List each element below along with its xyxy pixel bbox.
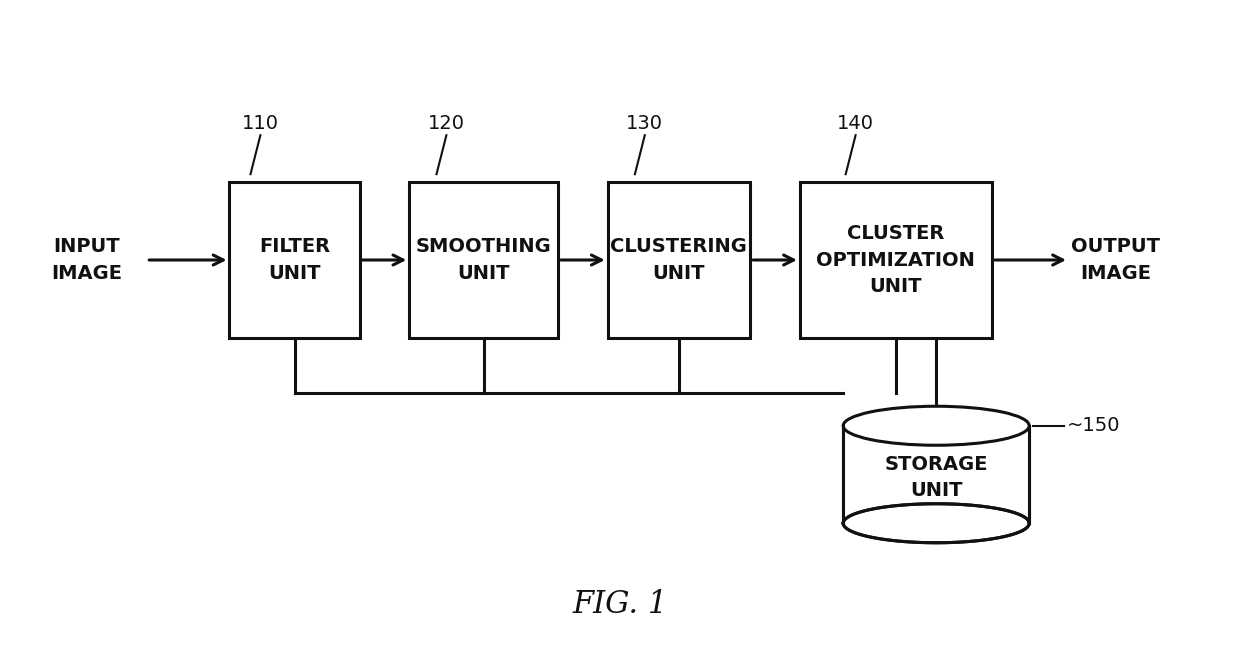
Text: OUTPUT
IMAGE: OUTPUT IMAGE [1071,237,1161,283]
Text: 110: 110 [242,114,279,133]
Bar [409,182,558,338]
Text: STORAGE
UNIT: STORAGE UNIT [884,455,988,500]
Text: CLUSTER
OPTIMIZATION
UNIT: CLUSTER OPTIMIZATION UNIT [816,224,976,296]
Ellipse shape [843,406,1029,445]
Text: CLUSTERING
UNIT: CLUSTERING UNIT [610,237,748,283]
Text: FILTER
UNIT: FILTER UNIT [259,237,330,283]
Text: 120: 120 [428,114,465,133]
Text: SMOOTHING
UNIT: SMOOTHING UNIT [415,237,552,283]
Text: 130: 130 [626,114,663,133]
Text: ~150: ~150 [1066,416,1120,436]
Bar [844,426,1028,523]
Text: INPUT
IMAGE: INPUT IMAGE [51,237,123,283]
Text: 140: 140 [837,114,874,133]
Text: FIG. 1: FIG. 1 [573,589,667,620]
Bar [800,182,992,338]
Bar [608,182,750,338]
Bar [229,182,360,338]
